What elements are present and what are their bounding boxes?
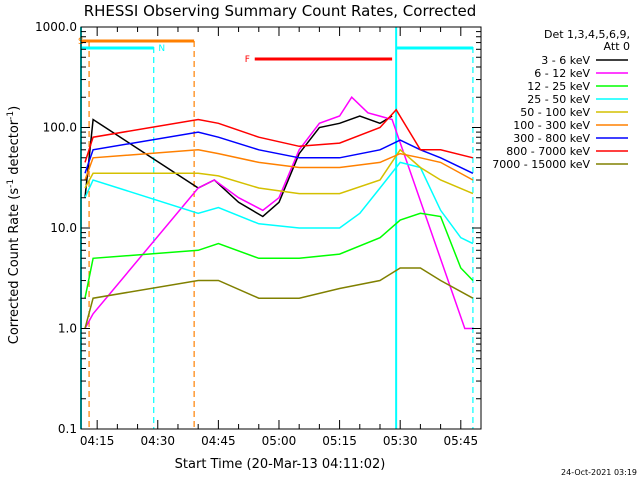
series-line-100-300-kev: [84, 149, 474, 181]
y-tick-label: 100.0: [43, 121, 77, 135]
legend-label: 6 - 12 keV: [534, 67, 590, 80]
y-tick-label: 1.0: [58, 322, 77, 336]
x-tick-label: 04:30: [140, 434, 175, 448]
legend-header-line1: Det 1,3,4,5,6,9,: [544, 28, 630, 41]
legend-label: 12 - 25 keV: [527, 80, 590, 93]
y-axis-title-group: Corrected Count Rate (s-1 detector-1): [6, 106, 22, 344]
axes: 0.1 1.0 10.0 100.0 1000.0 04:15 04:30 04:45 05:0…: [35, 20, 482, 448]
timestamp: 24-Oct-2021 03:19: [561, 468, 637, 477]
chart-title: RHESSI Observing Summary Count Rates, Co…: [84, 2, 477, 20]
y-tick-label: 1000.0: [35, 20, 77, 34]
legend-label: 300 - 800 keV: [513, 132, 590, 145]
annotation-overlay: SNF: [78, 27, 474, 429]
series-line-12-25-kev: [84, 212, 474, 299]
series-line-7000-15000-kev: [84, 267, 474, 329]
y-tick-label: 10.0: [50, 221, 77, 235]
series-line-25-50-kev: [84, 161, 474, 245]
series-line-6-12-kev: [84, 96, 473, 330]
legend-label: 7000 - 15000 keV: [492, 158, 590, 171]
marker-f: F: [245, 55, 250, 65]
plot-frame: [80, 26, 482, 430]
series-line-50-100-kev: [84, 148, 474, 195]
legend-label: 800 - 7000 keV: [506, 145, 590, 158]
series-line-300-800-kev: [84, 131, 474, 174]
legend-label: 50 - 100 keV: [520, 106, 590, 119]
x-tick-label: 05:15: [322, 434, 357, 448]
y-axis-title: Corrected Count Rate (s-1 detector-1): [6, 106, 22, 344]
legend-label: 3 - 6 keV: [541, 54, 590, 67]
x-axis-title: Start Time (20-Mar-13 04:11:02): [175, 457, 386, 472]
series-line-800-7000-kev: [84, 108, 474, 163]
x-tick-label: 05:00: [262, 434, 297, 448]
marker-n: N: [158, 44, 165, 54]
legend-label: 100 - 300 keV: [513, 119, 590, 132]
legend-header-line2: Att 0: [604, 40, 630, 53]
series-group: [84, 96, 474, 330]
legend-label: 25 - 50 keV: [527, 93, 590, 106]
x-tick-label: 05:45: [444, 434, 479, 448]
x-tick-label: 05:30: [383, 434, 418, 448]
y-tick-label: 0.1: [58, 422, 77, 436]
x-tick-label: 04:15: [80, 434, 115, 448]
x-tick-label: 04:45: [201, 434, 236, 448]
